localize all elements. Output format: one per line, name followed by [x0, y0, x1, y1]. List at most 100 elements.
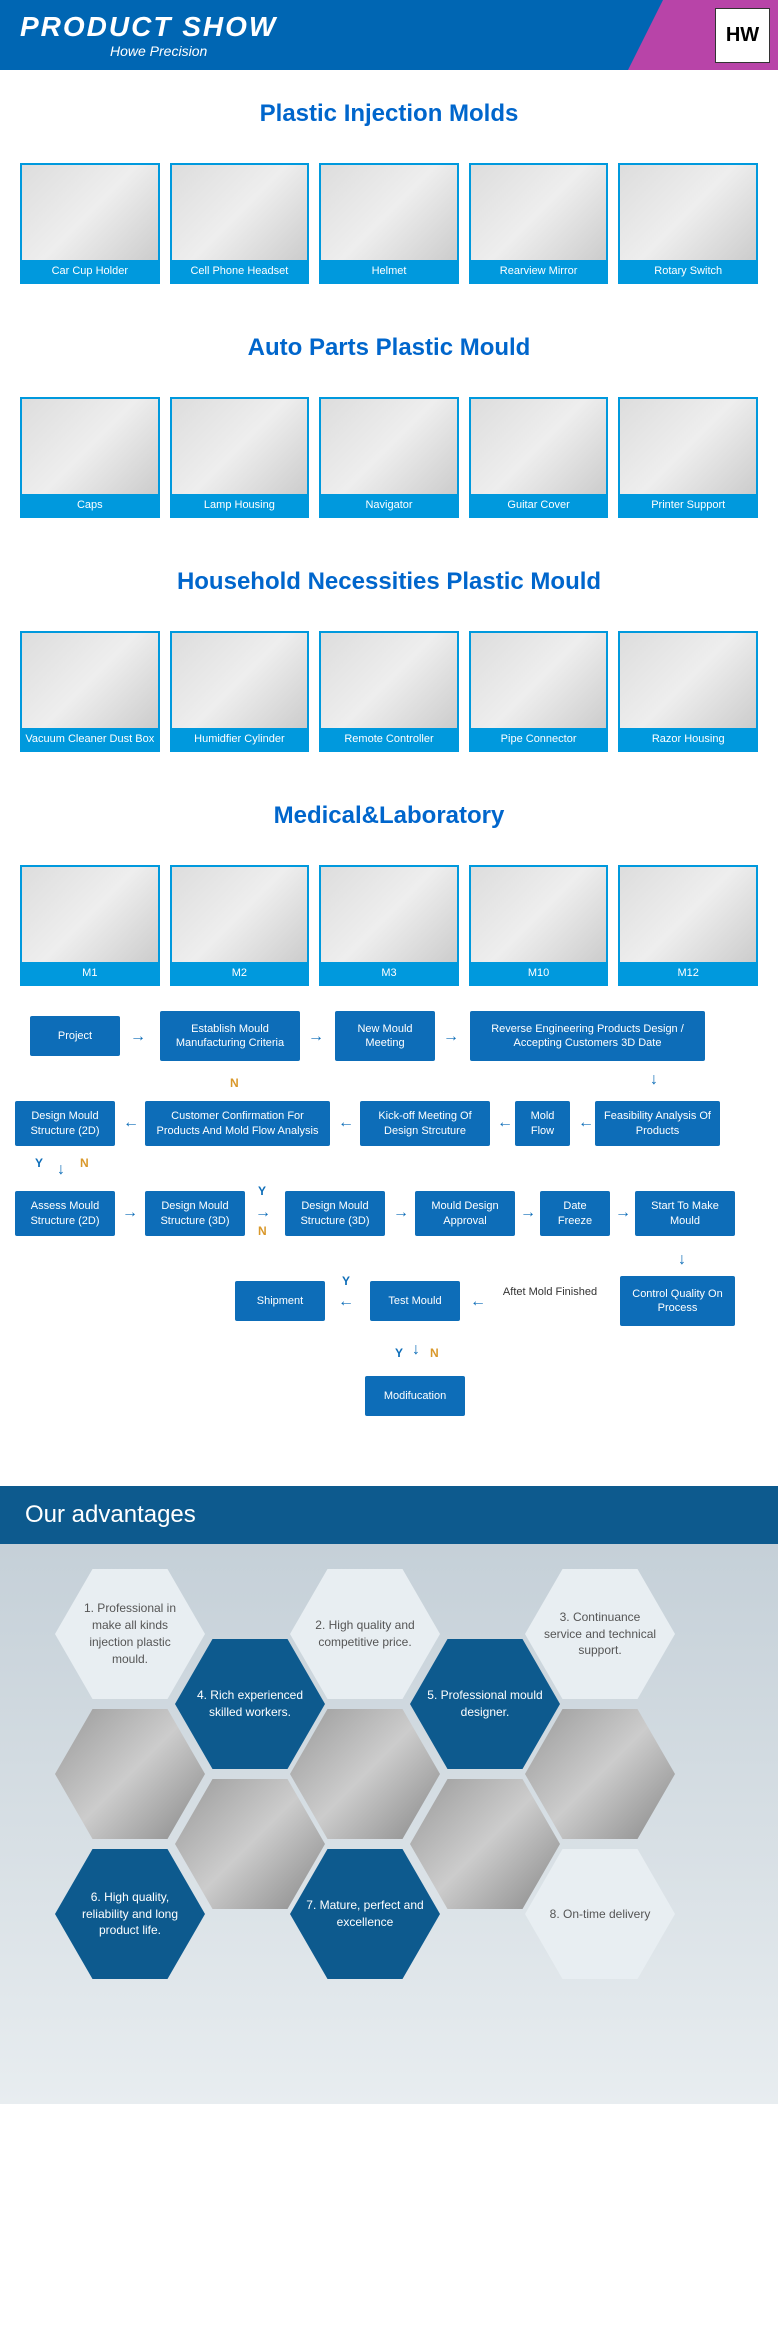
product-card[interactable]: Vacuum Cleaner Dust Box	[20, 631, 160, 752]
section-title: Auto Parts Plastic Mould	[20, 334, 758, 362]
process-flowchart: ProjectEstablish Mould Manufacturing Cri…	[0, 1006, 778, 1486]
product-card[interactable]: Rearview Mirror	[469, 163, 609, 284]
flow-arrow: ←	[338, 1293, 354, 1311]
product-label: Vacuum Cleaner Dust Box	[22, 728, 158, 750]
product-image	[22, 399, 158, 494]
flow-arrow: ↓	[678, 1251, 686, 1269]
product-label: Printer Support	[620, 494, 756, 516]
flow-box-feasibility: Feasibility Analysis Of Products	[595, 1101, 720, 1146]
product-section: Auto Parts Plastic Mould	[0, 304, 778, 397]
header-left: PRODUCT SHOW Howe Precision	[0, 0, 663, 70]
flow-box-shipment: Shipment	[235, 1281, 325, 1321]
product-section: Medical&Laboratory	[0, 772, 778, 865]
product-card[interactable]: Printer Support	[618, 397, 758, 518]
logo-icon: HW	[715, 8, 770, 63]
product-card[interactable]: Caps	[20, 397, 160, 518]
advantage-hex: 5. Professional mould designer.	[410, 1639, 560, 1769]
flow-box-startmake: Start To Make Mould	[635, 1191, 735, 1236]
flow-box-freeze: Date Freeze	[540, 1191, 610, 1236]
advantage-hex: 3. Continuance service and technical sup…	[525, 1569, 675, 1699]
product-grid: M1 M2 M3 M10 M12	[0, 865, 778, 1006]
product-card[interactable]: Helmet	[319, 163, 459, 284]
advantage-hex: 7. Mature, perfect and excellence	[290, 1849, 440, 1979]
flow-arrow: ←	[470, 1293, 486, 1311]
product-label: Helmet	[321, 260, 457, 282]
flow-arrow: →	[122, 1204, 138, 1222]
flow-yn-label: N	[430, 1346, 439, 1360]
flow-box-assess2d: Assess Mould Structure (2D)	[15, 1191, 115, 1236]
flow-arrow: ↓	[412, 1341, 420, 1359]
flow-yn-label: Y	[342, 1274, 350, 1288]
product-card[interactable]: Humidfier Cylinder	[170, 631, 310, 752]
product-label: Razor Housing	[620, 728, 756, 750]
flow-arrow: →	[130, 1028, 146, 1046]
advantage-hex-image	[175, 1779, 325, 1909]
product-label: Cell Phone Headset	[172, 260, 308, 282]
advantage-hex-image	[410, 1779, 560, 1909]
product-image	[620, 165, 756, 260]
product-card[interactable]: Car Cup Holder	[20, 163, 160, 284]
product-grid: Car Cup Holder Cell Phone Headset Helmet Re…	[0, 163, 778, 304]
product-card[interactable]: M12	[618, 865, 758, 986]
product-image	[620, 633, 756, 728]
product-image	[172, 399, 308, 494]
section-title: Plastic Injection Molds	[20, 100, 758, 128]
flow-arrow: →	[615, 1204, 631, 1222]
product-label: M10	[471, 962, 607, 984]
flow-edge-label: Aftet Mold Finished	[500, 1286, 600, 1298]
flow-arrow: →	[255, 1204, 271, 1222]
flow-arrow: ↓	[650, 1071, 658, 1089]
product-image	[471, 399, 607, 494]
flow-arrow: ←	[123, 1114, 139, 1132]
product-card[interactable]: Lamp Housing	[170, 397, 310, 518]
product-card[interactable]: Rotary Switch	[618, 163, 758, 284]
product-card[interactable]: Guitar Cover	[469, 397, 609, 518]
advantage-hex: 8. On-time delivery	[525, 1849, 675, 1979]
product-image	[172, 165, 308, 260]
product-image	[22, 867, 158, 962]
advantage-hex: 2. High quality and competitive price.	[290, 1569, 440, 1699]
product-label: M3	[321, 962, 457, 984]
product-image	[321, 867, 457, 962]
product-image	[471, 867, 607, 962]
product-section: Household Necessities Plastic Mould	[0, 538, 778, 631]
flow-yn-label: Y	[395, 1346, 403, 1360]
product-label: M12	[620, 962, 756, 984]
product-card[interactable]: Navigator	[319, 397, 459, 518]
product-label: Remote Controller	[321, 728, 457, 750]
product-label: Rotary Switch	[620, 260, 756, 282]
product-label: Caps	[22, 494, 158, 516]
product-card[interactable]: Pipe Connector	[469, 631, 609, 752]
product-image	[172, 633, 308, 728]
advantages-header: Our advantages	[0, 1486, 778, 1544]
page-header: PRODUCT SHOW Howe Precision HW	[0, 0, 778, 70]
product-image	[471, 633, 607, 728]
flow-yn-label: N	[258, 1224, 267, 1238]
product-card[interactable]: M3	[319, 865, 459, 986]
product-grid: Vacuum Cleaner Dust Box Humidfier Cylinde…	[0, 631, 778, 772]
advantage-hex-image	[290, 1709, 440, 1839]
product-card[interactable]: M10	[469, 865, 609, 986]
product-card[interactable]: Cell Phone Headset	[170, 163, 310, 284]
product-image	[22, 633, 158, 728]
product-image	[471, 165, 607, 260]
flow-arrow: ←	[338, 1114, 354, 1132]
flow-box-reverse: Reverse Engineering Products Design / Ac…	[470, 1011, 705, 1061]
product-grid: Caps Lamp HousingNavigator Guitar Cover Pri…	[0, 397, 778, 538]
product-card[interactable]: Remote Controller	[319, 631, 459, 752]
advantage-hex-image	[525, 1709, 675, 1839]
section-title: Medical&Laboratory	[20, 802, 758, 830]
flow-arrow: →	[393, 1204, 409, 1222]
product-image	[620, 867, 756, 962]
flow-box-confirm: Customer Confirmation For Products And M…	[145, 1101, 330, 1146]
flow-box-testmould: Test Mould	[370, 1281, 460, 1321]
product-label: Guitar Cover	[471, 494, 607, 516]
product-card[interactable]: M2	[170, 865, 310, 986]
flow-box-modif: Modifucation	[365, 1376, 465, 1416]
flow-box-criteria: Establish Mould Manufacturing Criteria	[160, 1011, 300, 1061]
advantage-hex-image	[55, 1709, 205, 1839]
product-card[interactable]: Razor Housing	[618, 631, 758, 752]
product-card[interactable]: M1	[20, 865, 160, 986]
flow-arrow: ←	[578, 1114, 594, 1132]
product-label: M1	[22, 962, 158, 984]
